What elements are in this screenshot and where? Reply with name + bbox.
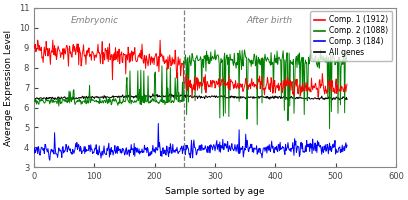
Text: Embryonic: Embryonic: [70, 16, 118, 25]
Legend: Comp. 1 (1912), Comp. 2 (1088), Comp. 3 (184), All genes: Comp. 1 (1912), Comp. 2 (1088), Comp. 3 …: [310, 11, 392, 61]
Y-axis label: Average Expression Level: Average Expression Level: [4, 29, 13, 146]
Text: After birth: After birth: [246, 16, 292, 25]
X-axis label: Sample sorted by age: Sample sorted by age: [165, 187, 265, 196]
